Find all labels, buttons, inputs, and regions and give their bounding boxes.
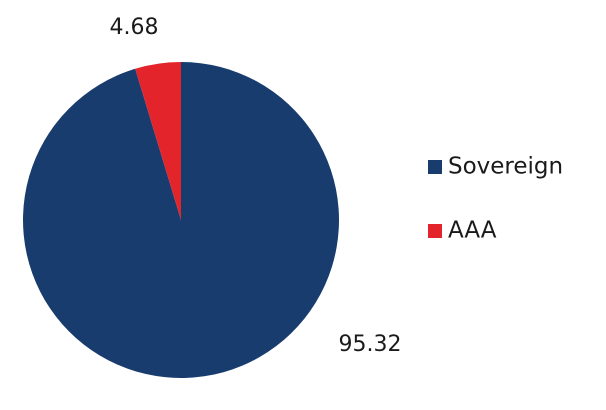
legend-label: Sovereign	[448, 154, 563, 180]
legend-swatch	[428, 224, 442, 238]
value-label: 4.68	[110, 15, 159, 40]
value-label: 95.32	[339, 332, 402, 357]
pie-slice	[22, 62, 339, 379]
legend-swatch	[428, 160, 442, 174]
legend-label: AAA	[448, 218, 497, 244]
pie-slice	[135, 62, 181, 220]
